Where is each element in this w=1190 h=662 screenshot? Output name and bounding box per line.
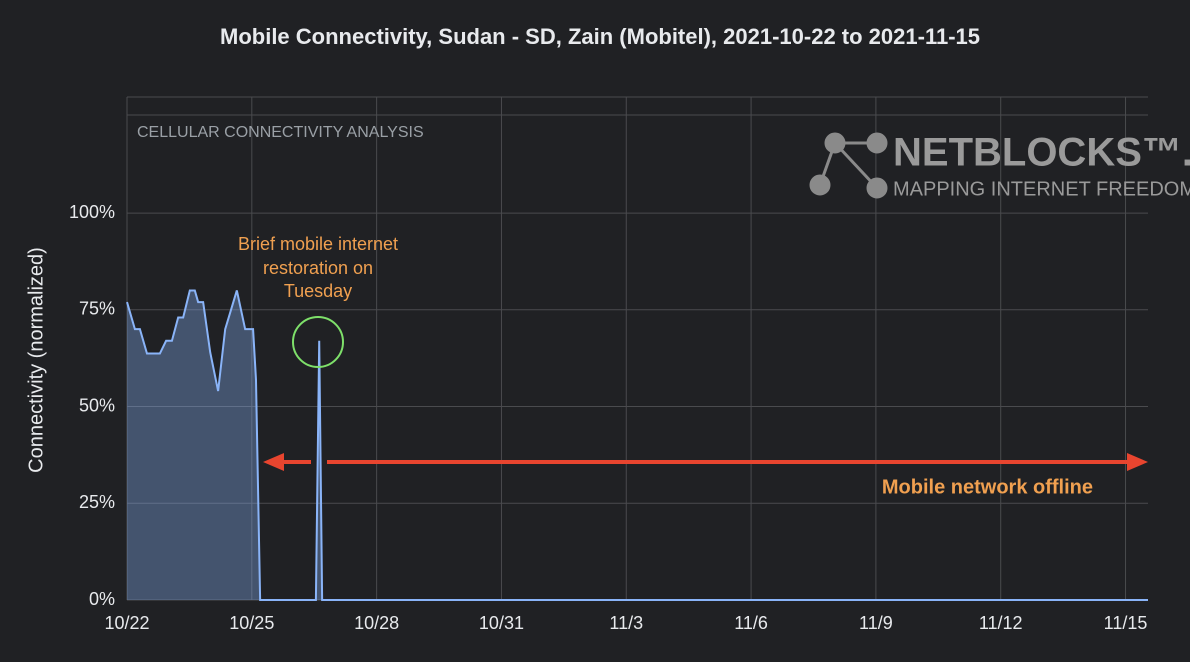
logo-text: NETBLOCKS™.ORG	[893, 131, 1190, 175]
logo-tagline: MAPPING INTERNET FREEDOM	[893, 178, 1190, 200]
y-tick-label: 100%	[69, 202, 115, 222]
annotation-line: restoration on	[263, 258, 373, 278]
chart-title: Mobile Connectivity, Sudan - SD, Zain (M…	[220, 24, 980, 49]
offline-arrows	[263, 453, 1148, 471]
y-tick-label: 75%	[79, 299, 115, 319]
x-tick-label: 10/28	[354, 613, 399, 633]
x-tick-label: 10/22	[104, 613, 149, 633]
y-tick-label: 25%	[79, 492, 115, 512]
y-tick-label: 50%	[79, 395, 115, 415]
line	[126, 289, 1148, 601]
x-tick-label: 10/31	[479, 613, 524, 633]
y-tick-label: 0%	[89, 589, 115, 609]
annotation: Mobile network offline	[882, 476, 1093, 498]
area-fill	[127, 290, 1148, 600]
annotation-line: Tuesday	[284, 281, 352, 301]
highlight-circle	[292, 316, 344, 368]
y-axis-label: Connectivity (normalized)	[25, 247, 47, 473]
x-tick-label: 11/6	[734, 613, 768, 633]
annotation-line: Brief mobile internet	[238, 234, 398, 254]
x-tick-label: 10/25	[229, 613, 274, 633]
x-tick-label: 11/15	[1104, 613, 1148, 633]
logo-icon	[809, 132, 888, 199]
x-tick-label: 11/12	[979, 613, 1023, 633]
x-tick-label: 11/9	[859, 613, 893, 633]
watermark: CELLULAR CONNECTIVITY ANALYSIS	[137, 124, 424, 141]
x-tick-label: 11/3	[609, 613, 643, 633]
